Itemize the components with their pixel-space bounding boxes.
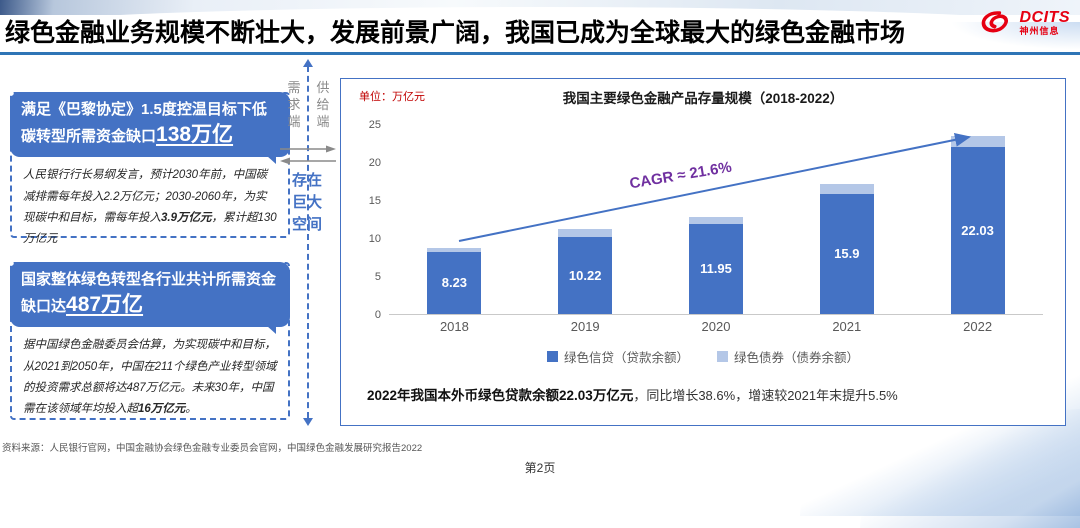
y-axis-tick: 5 <box>374 271 381 283</box>
chart-panel: 单位：万亿元 我国主要绿色金融产品存量规模（2018-2022） 0 5 10 15 2… <box>340 78 1066 426</box>
bond-segment <box>427 248 482 252</box>
bond-segment <box>950 136 1005 148</box>
stacked-bar: 15.9 <box>819 125 874 314</box>
bond-segment <box>558 229 613 237</box>
stacked-bar: 8.23 <box>427 125 482 314</box>
info-box2-header: 国家整体绿色转型各行业共计所需资金缺口达487万亿 <box>10 262 290 335</box>
loan-segment: 15.9 <box>819 193 874 314</box>
info-box-national-transition: 国家整体绿色转型各行业共计所需资金缺口达487万亿 据中国绿色金融委员会估算，为… <box>10 262 290 420</box>
info-box1-highlight: 138万亿 <box>156 123 234 146</box>
x-axis-tick: 2021 <box>832 319 862 334</box>
loan-segment: 11.95 <box>688 223 743 314</box>
bond-segment <box>819 183 874 194</box>
legend-label-credit: 绿色信贷（贷款余额） <box>563 351 689 365</box>
demand-side-label: 需求端 <box>287 80 301 129</box>
y-axis-tick: 0 <box>374 309 381 321</box>
supply-side-label: 供给端 <box>316 80 330 129</box>
info-box1-body-text: 人民银行行长易纲发言，预计2030年前，中国碳减排需每年投入2.2万亿元；203… <box>23 169 268 224</box>
loan-segment: 10.22 <box>558 236 613 314</box>
bar-group-2020: 11.95 <box>651 125 782 314</box>
source-citation: 资料来源：人民银行官网，中国金融协会绿色金融专业委员会官网，中国绿色金融发展研究… <box>2 443 423 454</box>
chart-footnote: 2022年我国本外币绿色贷款余额22.03万亿元，同比增长38.6%，增速较20… <box>367 384 898 404</box>
logo-subtext: 神州信息 <box>1019 25 1060 36</box>
header-divider-line <box>0 52 1080 55</box>
y-axis-tick: 10 <box>368 233 381 245</box>
info-box1-body-bold: 3.9万亿元 <box>161 211 212 224</box>
info-box1-body: 人民银行行长易纲发言，预计2030年前，中国碳减排需每年投入2.2万亿元；203… <box>12 157 288 256</box>
info-box1-header: 满足《巴黎协定》1.5度控温目标下低碳转型所需资金缺口138万亿 <box>10 92 290 165</box>
legend-swatch-bond-icon <box>717 351 728 362</box>
dcits-swirl-icon <box>981 11 1008 33</box>
bar-group-2021: 15.9 <box>781 125 912 314</box>
info-box1-header-text: 满足《巴黎协定》1.5度控温目标下低碳转型所需资金缺口 <box>21 101 267 145</box>
bond-segment <box>688 216 743 224</box>
chart-unit-label: 单位：万亿元 <box>359 91 425 103</box>
info-box2-header-text: 国家整体绿色转型各行业共计所需资金缺口达 <box>21 271 277 315</box>
x-axis-tick: 2020 <box>701 319 731 334</box>
y-axis-tick: 15 <box>368 195 381 207</box>
stacked-bar: 22.03 <box>950 125 1005 314</box>
bar-group-2022: 22.03 <box>912 125 1043 314</box>
logo-text: DCITS <box>1019 8 1070 26</box>
exchange-arrows-icon <box>280 145 336 165</box>
bar-series: 8.23 10.22 11.95 15.9 22.03 <box>389 125 1043 314</box>
legend-swatch-credit-icon <box>546 351 558 362</box>
info-box-paris-agreement: 满足《巴黎协定》1.5度控温目标下低碳转型所需资金缺口138万亿 人民银行行长易… <box>10 92 290 245</box>
x-axis-tick: 2022 <box>963 319 993 334</box>
y-axis-tick: 25 <box>368 119 381 131</box>
chart-footnote-rest: ，同比增长38.6%，增速较2021年末提升5.5% <box>633 388 898 403</box>
info-box2-highlight: 487万亿 <box>66 293 144 316</box>
bar-group-2018: 8.23 <box>389 125 520 314</box>
x-axis-tick: 2018 <box>439 319 469 334</box>
y-axis-tick: 20 <box>368 157 381 169</box>
info-box2-body: 据中国绿色金融委员会估算，为实现碳中和目标，从2021到2050年，中国在211… <box>12 327 288 426</box>
y-axis: 0 5 10 15 20 25 <box>349 119 381 321</box>
info-box2-body-bold: 16万亿元 <box>138 403 186 416</box>
chart-title: 我国主要绿色金融产品存量规模（2018-2022） <box>562 91 844 106</box>
divider-arrow-up-icon <box>303 59 313 67</box>
divider-dashed-line <box>307 66 309 418</box>
company-logo: DCITS 神州信息 <box>980 9 1071 37</box>
stacked-bar: 10.22 <box>558 125 613 314</box>
stacked-bar: 11.95 <box>688 125 743 314</box>
x-axis-tick: 2019 <box>570 319 600 334</box>
info-box1-body-tail: ，累计超130万亿元 <box>23 211 277 246</box>
chart-footnote-bold: 2022年我国本外币绿色贷款余额22.03万亿元 <box>367 388 634 403</box>
bar-group-2019: 10.22 <box>520 125 651 314</box>
page-title: 绿色金融业务规模不断壮大，发展前景广阔，我国已成为全球最大的绿色金融市场 <box>5 19 906 47</box>
info-box2-body-tail: 。 <box>185 403 197 416</box>
legend-item-green-bond: 绿色债券（债券余额） <box>717 347 859 366</box>
page-number: 第2页 <box>524 461 556 475</box>
gap-opportunity-label: 存在巨大空间 <box>291 172 322 233</box>
loan-segment: 22.03 <box>950 147 1005 314</box>
divider-arrow-down-icon <box>303 418 313 426</box>
top-right-swoosh <box>940 22 1080 52</box>
loan-segment: 8.23 <box>427 251 482 314</box>
x-axis-labels: 2018 2019 2020 2021 2022 <box>389 319 1043 334</box>
plot-area: 8.23 10.22 11.95 15.9 22.03 <box>389 125 1043 315</box>
info-box2-body-text: 据中国绿色金融委员会估算，为实现碳中和目标，从2021到2050年，中国在211… <box>23 339 277 416</box>
legend-item-green-credit: 绿色信贷（贷款余额） <box>546 347 689 366</box>
legend-label-bond: 绿色债券（债券余额） <box>734 351 860 365</box>
chart-legend: 绿色信贷（贷款余额） 绿色债券（债券余额） <box>341 347 1065 366</box>
